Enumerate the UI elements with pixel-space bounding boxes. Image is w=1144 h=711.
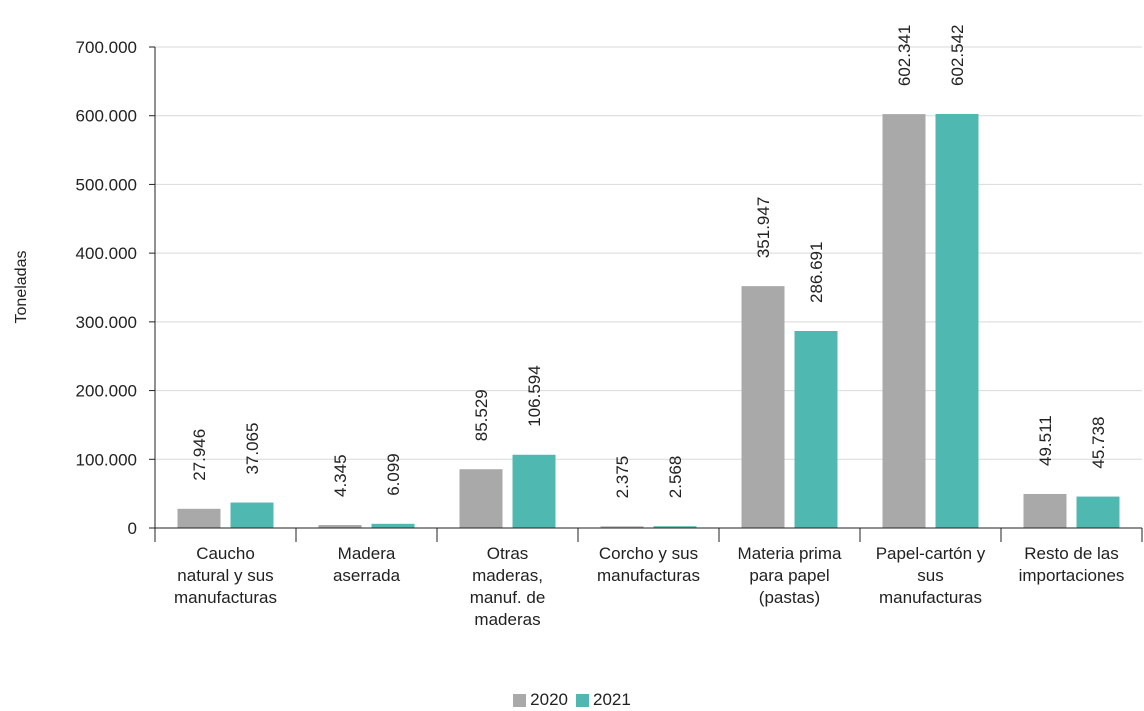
category-label: Madera aserrada [333,544,401,585]
bar-2020 [882,114,926,528]
bar-2021 [512,454,556,528]
legend-swatch-2021 [576,693,589,707]
legend-swatch-2020 [513,693,527,707]
y-tick-label: 200.000 [76,382,137,401]
data-label-2020: 351.947 [754,197,773,258]
axes [154,47,1143,542]
category-label: Resto de las importaciones [1019,544,1125,585]
legend-label-2020: 2020 [530,690,568,709]
category-label: Materia prima para papel (pastas) [738,544,842,607]
y-tick-label: 400.000 [76,244,137,263]
data-label-2020: 602.341 [895,25,914,86]
category-label: Caucho natural y sus manufacturas [174,544,277,607]
y-axis-title: Toneladas [13,251,30,324]
legend: 2020 2021 [0,690,1144,710]
data-label-2021: 286.691 [807,242,826,303]
bar-2021 [794,331,838,528]
y-tick-label: 600.000 [76,107,137,126]
y-tick-label: 500.000 [76,175,137,194]
data-label-2021: 2.568 [666,456,685,499]
data-label-2021: 37.065 [243,423,262,475]
gridlines [149,46,1142,529]
data-labels: 27.946 37.065 4.345 6.099 85.529 106.594 2.375… [190,25,1108,499]
y-tick-label: 0 [128,519,137,538]
bars [177,113,1120,529]
category-labels: Caucho natural y sus manufacturas Madera ase… [174,544,1124,629]
data-label-2021: 45.738 [1089,417,1108,469]
data-label-2020: 4.345 [331,454,350,497]
bar-2021 [935,113,979,529]
data-label-2020: 2.375 [613,456,632,499]
legend-label-2021: 2021 [593,690,631,709]
legend-item-2020: 2020 [513,690,568,710]
bar-2020 [741,286,785,528]
legend-item-2021: 2021 [576,690,631,710]
category-label: Papel-cartón y sus manufacturas [876,544,986,607]
bar-2020 [1023,493,1067,528]
category-label: Otras maderas, manuf. de maderas [470,544,546,629]
data-label-2020: 49.511 [1036,415,1055,466]
data-label-2020: 27.946 [190,429,209,481]
data-label-2021: 6.099 [384,453,403,496]
bar-2020 [600,526,644,528]
bar-2021 [1076,496,1120,528]
bar-2020 [459,469,503,528]
bar-2021 [230,502,274,528]
y-tick-labels: 0 100.000 200.000 300.000 400.000 500.000 600.… [76,38,137,538]
bar-2021 [653,526,697,528]
data-label-2020: 85.529 [472,389,491,441]
y-tick-label: 100.000 [76,450,137,469]
y-tick-label: 700.000 [76,38,137,57]
category-label: Corcho y sus manufacturas [597,544,700,585]
data-label-2021: 602.542 [948,25,967,86]
data-label-2021: 106.594 [525,365,544,426]
bar-2020 [318,525,362,528]
y-tick-label: 300.000 [76,313,137,332]
bar-2021 [371,523,415,528]
bar-2020 [177,508,221,528]
